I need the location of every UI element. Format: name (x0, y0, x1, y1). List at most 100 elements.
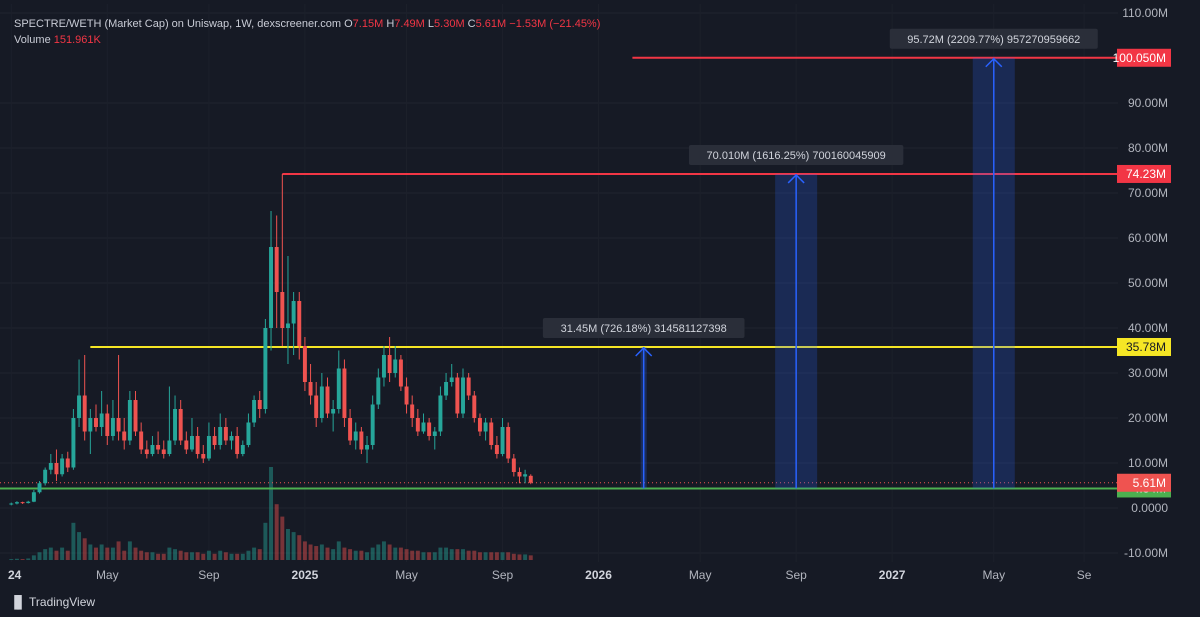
volume-bar (387, 544, 392, 560)
close-label: C (467, 18, 476, 30)
time-tick-label: May (395, 568, 418, 582)
level-lines-layer (0, 56, 1118, 490)
volume-bar (427, 552, 432, 560)
measurement-label-box (889, 28, 1098, 49)
volume-bar (212, 553, 217, 560)
time-tick-label: May (982, 568, 1005, 582)
candle-body (348, 418, 353, 441)
volume-bar (133, 547, 138, 560)
volume-bar (449, 549, 454, 560)
candle-body (528, 475, 533, 483)
volume-bar (308, 544, 313, 560)
measurement-label: 31.45M (726.18%) 314581127398 (561, 323, 727, 335)
measurements-layer: 31.45M (726.18%) 314581127398 70.010M (16… (542, 28, 1098, 489)
volume-bar (365, 552, 369, 560)
candle-body (444, 382, 449, 396)
volume-bar (359, 550, 364, 560)
candle-body (404, 386, 409, 405)
candle-body (252, 400, 257, 423)
volume-bar (523, 554, 528, 560)
volume-bar (297, 535, 302, 560)
volume-bar (246, 550, 251, 560)
candle-body (263, 328, 268, 409)
candle-body (71, 418, 76, 468)
low-label: L (427, 18, 435, 30)
price-tick-label: 10.00M (1128, 456, 1168, 470)
level-price-tag: 100.050M (1113, 51, 1166, 65)
price-tick-label: 70.00M (1128, 186, 1168, 200)
price-tick-label: 20.00M (1128, 411, 1168, 425)
tradingview-logo[interactable]: ▐▌ TradingView (10, 595, 95, 609)
candle-body (77, 395, 82, 418)
candle-body (427, 422, 432, 436)
volume-bar (229, 553, 234, 560)
level-price-tag-box (1117, 48, 1171, 67)
time-axis[interactable]: 24 May Sep 2025 May Sep 2026 May Sep 2027 May Se (8, 568, 1092, 582)
candles-layer (9, 173, 533, 506)
time-tick-label: Sep (785, 568, 807, 582)
price-tick-label: -10.00M (1124, 546, 1168, 560)
volume-bar (274, 504, 279, 560)
candle-body (94, 418, 98, 427)
candle-body (206, 436, 211, 459)
last-price-tag: 5.61M (1133, 476, 1166, 490)
price-tick-label: 0.0000 (1131, 501, 1168, 515)
volume-bar (257, 549, 262, 560)
volume-bar (14, 558, 19, 560)
volume-bar (43, 549, 48, 560)
volume-bar (139, 550, 144, 560)
volume-bar (398, 547, 403, 560)
candle-body (223, 427, 228, 441)
volume-bar (291, 532, 296, 560)
candle-body (523, 474, 528, 477)
measurement-arrowhead-icon (635, 346, 653, 357)
candle-body (438, 395, 443, 432)
price-tick-label: 90.00M (1128, 96, 1168, 110)
candle-body (461, 377, 465, 414)
change-value: −1.53M (−21.45%) (509, 18, 601, 30)
volume-bar (319, 544, 324, 560)
price-axis[interactable]: 110.00M 90.00M 80.00M 70.00M 60.00M 50.00M 40.… (1113, 6, 1171, 560)
candle-body (506, 427, 511, 459)
time-tick-label: May (96, 568, 119, 582)
candle-body (342, 368, 347, 418)
candle-body (466, 377, 471, 396)
volume-bar (336, 541, 341, 560)
candle-body (88, 418, 93, 432)
volume-label: Volume (14, 34, 51, 46)
candle-body (150, 445, 155, 454)
price-tick-label: 50.00M (1128, 276, 1168, 290)
volume-bar (370, 547, 375, 560)
grid-layer (0, 4, 1118, 562)
candle-body (370, 404, 375, 445)
volume-bar (410, 550, 415, 560)
candle-body (359, 431, 364, 450)
candle-body (314, 395, 319, 418)
volume-bar (285, 529, 290, 560)
candle-body (127, 400, 132, 441)
candle-body (167, 440, 172, 454)
time-tick-label: Sep (198, 568, 220, 582)
candle-body (285, 323, 290, 328)
measurement-label: 95.72M (2209.77%) 957270959662 (907, 34, 1080, 46)
candle-body (280, 292, 285, 328)
volume-bar (190, 552, 194, 560)
candle-body (144, 449, 149, 454)
candle-body (381, 355, 386, 378)
measurement-label-box (688, 144, 904, 165)
time-tick-label: 2027 (879, 568, 906, 582)
level-price-tag-box (1117, 164, 1171, 183)
candle-body (20, 502, 25, 504)
time-tick-label: Sep (492, 568, 514, 582)
level-price-tag: 74.23M (1126, 167, 1166, 181)
volume-bar (20, 559, 25, 560)
candle-body (161, 449, 166, 454)
volume-bar (376, 544, 381, 560)
volume-bar (353, 550, 358, 560)
volume-bar (99, 544, 104, 560)
high-value: 7.49M (394, 18, 425, 30)
volume-bar (325, 547, 330, 560)
candle-body (432, 431, 437, 436)
candle-body (421, 422, 426, 432)
